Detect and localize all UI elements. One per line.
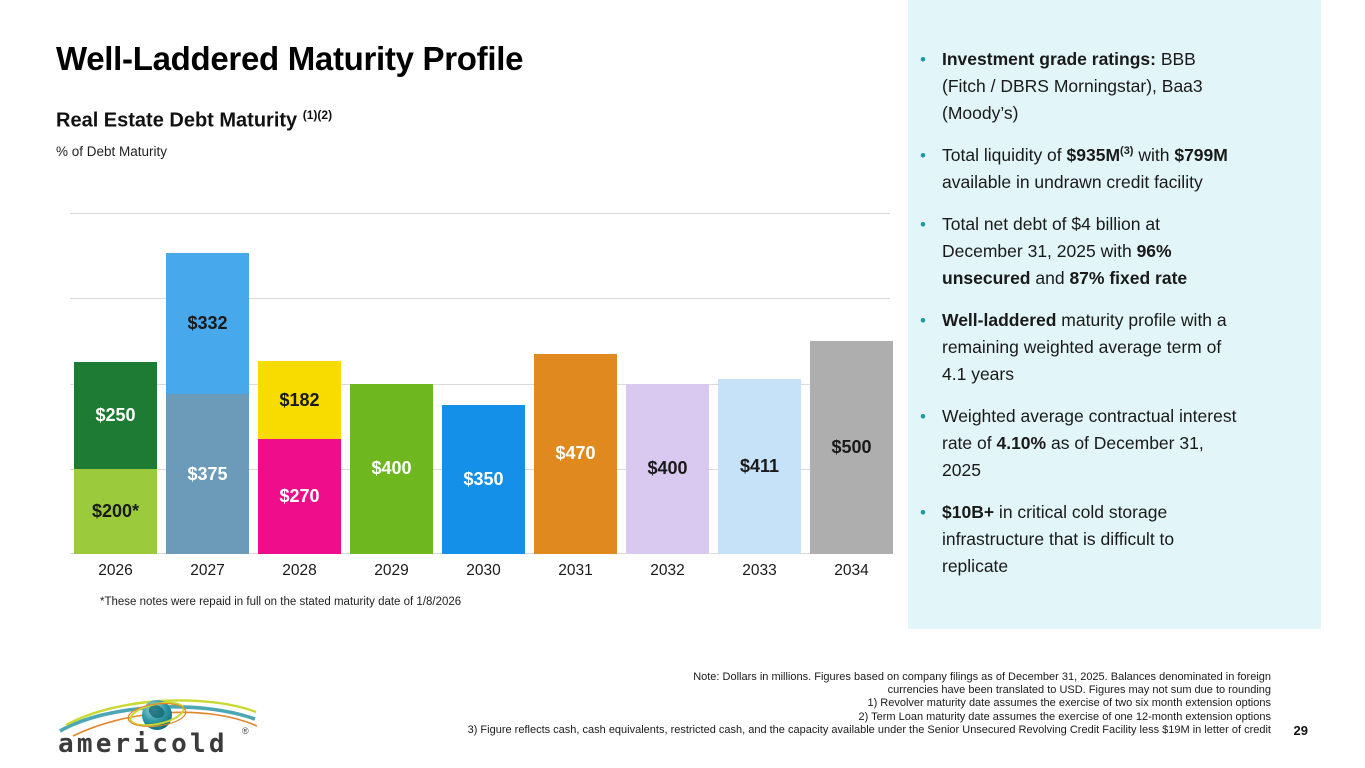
page-title: Well-Laddered Maturity Profile <box>56 40 524 77</box>
footnote-line: currencies have been translated to USD. … <box>887 684 1271 697</box>
footnote-line: 2) Term Loan maturity date assumes the e… <box>858 710 1271 723</box>
bar-value-label: $470 <box>555 443 596 464</box>
bar-2033: $411 <box>718 378 801 554</box>
bar-segment: $411 <box>718 378 801 554</box>
americold-logo: americold ® <box>58 684 258 763</box>
sidebar-panel: Investment grade ratings: BBB (Fitch / D… <box>908 0 1321 629</box>
footnotes-block: Note: Dollars in millions. Figures based… <box>411 671 1271 737</box>
bar-segment: $400 <box>350 383 433 554</box>
bar-2030: $350 <box>442 404 525 554</box>
bullet-text-segment: 96% unsecured <box>942 241 1172 288</box>
bar-value-label: $350 <box>463 468 504 489</box>
logo-wordmark: americold <box>58 729 228 758</box>
chart-subtitle: Real Estate Debt Maturity (1)(2) <box>56 108 332 133</box>
bullet-text-segment: Well-laddered <box>942 310 1057 330</box>
bar-segment: $200* <box>74 468 157 554</box>
bar-value-label: $375 <box>187 463 228 484</box>
bullet-text-segment: $935M <box>1066 145 1121 165</box>
chart-subtitle-superscript: (1)(2) <box>302 108 333 122</box>
sidebar-bullet: Total liquidity of $935M(3) with $799M a… <box>912 142 1243 196</box>
bar-value-label: $500 <box>831 436 872 457</box>
bar-segment: $500 <box>810 340 893 554</box>
bullet-text-segment: in critical cold storage infrastructure … <box>942 502 1175 576</box>
sidebar-bullet-list: Investment grade ratings: BBB (Fitch / D… <box>912 46 1307 580</box>
bar-2028: $270 $182 <box>258 361 341 554</box>
sidebar-bullet: Investment grade ratings: BBB (Fitch / D… <box>912 46 1243 127</box>
x-axis-label-2032: 2032 <box>650 562 685 579</box>
bar-value-label: $332 <box>187 312 228 333</box>
x-axis-label-2030: 2030 <box>466 562 501 579</box>
bar-value-label: $411 <box>739 455 780 476</box>
bar-value-label: $200* <box>91 500 140 521</box>
x-axis-label-2031: 2031 <box>558 562 593 579</box>
bar-2026: $200* $250 <box>74 362 157 554</box>
logo-registered-mark: ® <box>242 726 249 736</box>
x-axis-label-2033: 2033 <box>742 562 777 579</box>
maturity-bar-chart: $200* $250 2026 $375 $332 2027 $270 $182 2028 $40… <box>70 213 893 579</box>
bullet-text-segment: Investment grade ratings: <box>942 49 1156 69</box>
bar-2034: $500 <box>810 340 893 554</box>
bar-segment: $400 <box>626 383 709 554</box>
chart-footnote: *These notes were repaid in full on the … <box>100 596 462 608</box>
bar-value-label: $182 <box>279 389 320 410</box>
globe-icon <box>127 700 187 730</box>
x-axis-label-2028: 2028 <box>282 562 317 579</box>
bar-segment: $375 <box>166 394 249 554</box>
bar-segment: $332 <box>166 252 249 395</box>
chart-subtitle-text: Real Estate Debt Maturity <box>56 109 298 132</box>
y-axis-caption: % of Debt Maturity <box>56 144 168 159</box>
americold-logo-graphic: americold ® <box>58 699 258 759</box>
sidebar-bullet: $10B+ in critical cold storage infrastru… <box>912 499 1243 580</box>
gridline-600 <box>70 298 890 300</box>
bullet-text-segment: with <box>1133 145 1175 165</box>
x-axis-label-2029: 2029 <box>374 562 409 579</box>
bar-2032: $400 <box>626 383 709 554</box>
bar-segment: $470 <box>534 353 617 554</box>
bar-segment: $182 <box>258 361 341 439</box>
bullet-text-segment: 87% fixed rate <box>1069 268 1188 288</box>
x-axis-label-2034: 2034 <box>834 562 869 579</box>
bar-value-label: $270 <box>279 485 320 506</box>
bar-segment: $270 <box>258 438 341 554</box>
gridline-800 <box>70 213 890 214</box>
bullet-text-segment: Total liquidity of <box>942 145 1067 165</box>
sidebar-bullet: Total net debt of $4 billion at December… <box>912 211 1243 292</box>
bullet-text-segment: (3) <box>1120 145 1134 158</box>
bullet-text-segment: maturity profile with a remaining weight… <box>942 310 1227 384</box>
sidebar-bullet: Well-laddered maturity profile with a re… <box>912 307 1243 388</box>
footnote-line: 3) Figure reflects cash, cash equivalent… <box>467 723 1271 736</box>
bullet-text-segment: BBB (Fitch / DBRS Morningstar), Baa3 (Mo… <box>942 49 1203 123</box>
footnote-line: Note: Dollars in millions. Figures based… <box>693 671 1271 683</box>
bullet-text-segment: 4.10% <box>996 433 1047 453</box>
bar-value-label: $250 <box>95 404 136 425</box>
bullet-text-segment: $799M <box>1174 145 1228 165</box>
sidebar-bullet: Weighted average contractual interest ra… <box>912 403 1243 484</box>
bar-2031: $470 <box>534 353 617 554</box>
bar-segment: $350 <box>442 404 525 554</box>
bar-2027: $375 $332 <box>166 252 249 554</box>
x-axis-label-2027: 2027 <box>190 562 225 579</box>
bullet-text-segment: $10B+ <box>942 502 995 522</box>
bar-value-label: $400 <box>371 458 412 479</box>
bullet-text-segment: as of December 31, 2025 <box>942 433 1204 480</box>
gridline-400 <box>70 383 890 385</box>
bar-2029: $400 <box>350 383 433 554</box>
bullet-text-segment: Weighted average contractual interest ra… <box>942 406 1237 453</box>
bar-value-label: $400 <box>647 458 688 479</box>
bar-segment: $250 <box>74 362 157 469</box>
x-axis-label-2026: 2026 <box>98 562 133 579</box>
bullet-text-segment: available in undrawn credit facility <box>942 172 1203 192</box>
bullet-text-segment: and <box>1030 268 1070 288</box>
footnote-line: 1) Revolver maturity date assumes the ex… <box>867 697 1271 710</box>
page-number: 29 <box>1293 723 1308 738</box>
bullet-text-segment: Total net debt of $4 billion at December… <box>942 214 1160 261</box>
